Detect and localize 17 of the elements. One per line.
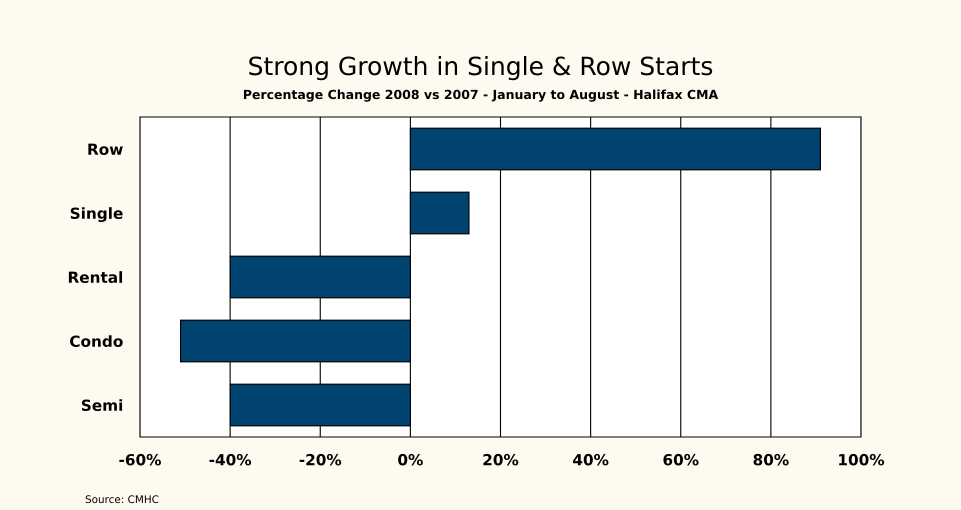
y-tick-label: Row (88, 144, 123, 156)
x-tick-label: 20% (483, 454, 518, 466)
source-note: Source: CMHC (86, 495, 158, 504)
chart-subtitle: Percentage Change 2008 vs 2007 - January to August - Halifax CMA (244, 90, 718, 102)
y-tick-label: Rental (68, 271, 122, 284)
chart-title: Strong Growth in Single & Row Starts (249, 56, 712, 80)
x-tick-label: 60% (663, 454, 699, 466)
y-tick-label: Single (70, 207, 123, 222)
x-tick-label: 80% (754, 454, 789, 466)
x-tick-label: 0% (398, 454, 423, 466)
x-tick-label: 100% (839, 454, 884, 466)
x-tick-label: -60% (119, 454, 161, 466)
x-tick-label: -40% (210, 454, 252, 466)
x-tick-label: 40% (573, 454, 608, 466)
x-tick-label: -20% (300, 454, 342, 466)
y-tick-label: Condo (70, 335, 123, 348)
y-tick-label: Semi (82, 399, 122, 412)
